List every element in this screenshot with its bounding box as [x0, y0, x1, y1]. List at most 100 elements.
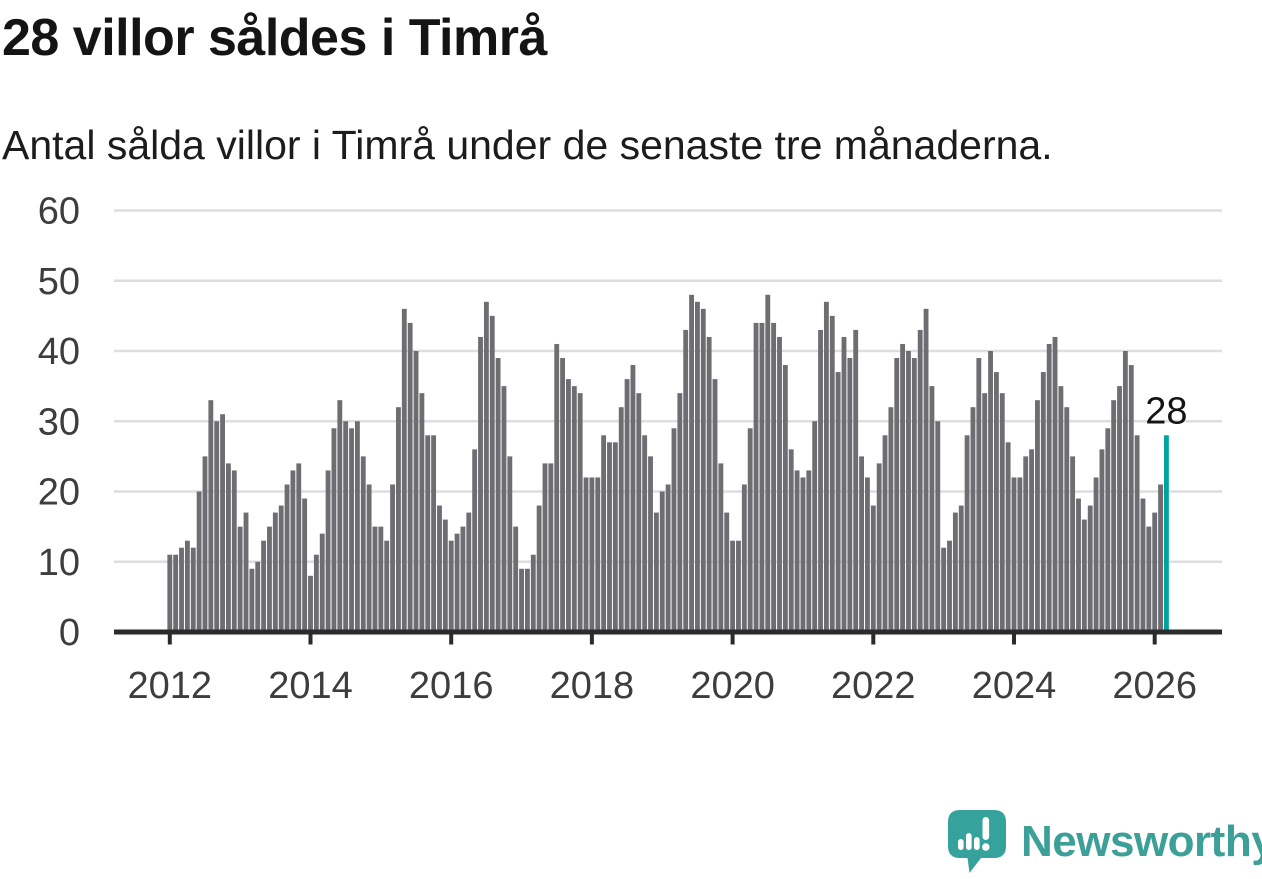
bar [501, 386, 507, 632]
bar [220, 414, 225, 632]
bar [595, 477, 601, 632]
bar [1087, 505, 1093, 632]
bar [478, 336, 483, 632]
bar [847, 358, 853, 632]
x-axis-line [114, 629, 1222, 635]
chart-subtitle: Antal sålda villor i Timrå under de sena… [2, 122, 1053, 168]
y-tick-label: 20 [38, 472, 80, 514]
bar [976, 358, 982, 632]
bar [1117, 386, 1122, 632]
bar [724, 512, 730, 632]
bar [296, 463, 302, 632]
bar [173, 554, 179, 632]
bar [483, 301, 489, 632]
bar [554, 343, 560, 632]
bar [243, 512, 249, 632]
bar [308, 575, 313, 632]
bar [407, 322, 413, 632]
bar [1017, 477, 1023, 632]
bar [226, 463, 231, 632]
bar [360, 456, 366, 632]
bar [1011, 477, 1017, 632]
bar [618, 407, 624, 632]
bar [507, 456, 513, 632]
bar [1122, 351, 1128, 632]
x-tick-mark [449, 634, 454, 645]
bar [765, 294, 771, 632]
brand-wordmark: Newsworthy [1021, 817, 1262, 866]
bar [190, 547, 196, 632]
bar [349, 428, 354, 632]
bar [894, 358, 900, 632]
bar [255, 561, 261, 632]
bar [1076, 498, 1081, 632]
bar [876, 463, 882, 632]
bar [900, 343, 906, 632]
bar [560, 358, 566, 632]
bar [284, 484, 290, 632]
bar [823, 301, 829, 632]
bar [331, 428, 337, 632]
bar [753, 322, 759, 632]
bar [325, 470, 331, 632]
bar [941, 547, 947, 632]
bar [1158, 484, 1163, 632]
y-tick-label: 40 [38, 331, 80, 373]
bar [396, 407, 401, 632]
bar [495, 358, 501, 632]
x-tick-mark [1152, 634, 1157, 645]
bar [267, 526, 272, 632]
bar [1111, 400, 1117, 632]
bar [624, 379, 630, 632]
bar [548, 463, 554, 632]
page-title: 28 villor såldes i Timrå [2, 9, 547, 67]
bar [566, 379, 571, 632]
y-tick-label: 50 [38, 261, 80, 303]
bar [853, 329, 859, 632]
bar [372, 526, 378, 632]
bar [261, 540, 267, 632]
bar [700, 308, 706, 632]
highlight-value-label: 28 [1145, 390, 1187, 432]
bar [970, 407, 976, 632]
x-tick-mark [730, 634, 735, 645]
bar [513, 526, 519, 632]
bar [454, 533, 460, 632]
bar [313, 554, 319, 632]
bar [794, 470, 800, 632]
bar [184, 540, 190, 632]
bar [231, 470, 237, 632]
bar [636, 393, 642, 632]
x-tick-mark [167, 634, 172, 645]
bar [208, 400, 214, 632]
bar [319, 533, 325, 632]
bar [302, 498, 308, 632]
bar [1064, 407, 1070, 632]
bar [659, 491, 665, 632]
bar [999, 393, 1005, 632]
bar [747, 428, 753, 632]
bar [642, 435, 648, 632]
bar [489, 315, 495, 632]
bar [906, 351, 911, 632]
bar [607, 442, 612, 632]
bar [442, 519, 448, 632]
bar [736, 540, 741, 632]
bar [1029, 449, 1035, 632]
bar [530, 554, 536, 632]
bar [630, 365, 636, 632]
bar [378, 526, 384, 632]
bar [413, 351, 419, 632]
x-tick-mark [308, 634, 313, 645]
bar [1070, 456, 1076, 632]
bar [689, 294, 694, 632]
bar [542, 463, 548, 632]
bar [249, 568, 255, 632]
bar [648, 456, 653, 632]
brand-footer: Newsworthy [948, 810, 1262, 874]
bar [1146, 526, 1152, 632]
bar [419, 393, 425, 632]
x-tick-mark [1012, 634, 1016, 645]
bar [1023, 456, 1029, 632]
